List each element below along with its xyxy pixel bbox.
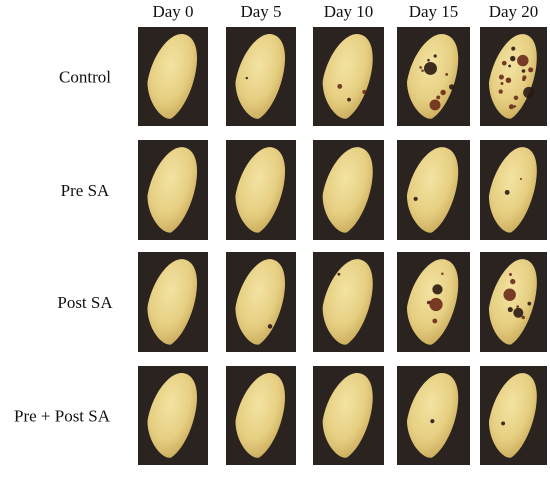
decay-spot <box>521 315 526 320</box>
mango <box>322 147 373 233</box>
row-label: Pre + Post SA <box>14 407 111 426</box>
decay-spot <box>507 306 513 313</box>
row-label: Control <box>59 68 111 87</box>
decay-spot <box>426 301 431 305</box>
mango <box>235 147 286 233</box>
mango <box>322 34 373 119</box>
photo <box>480 252 547 352</box>
row-label: Pre SA <box>61 181 110 200</box>
photo <box>397 140 470 240</box>
decay-spot <box>440 89 446 96</box>
photo <box>226 140 296 240</box>
decay-spot <box>267 324 273 329</box>
decay-spot <box>429 99 441 111</box>
decay-spot <box>441 272 444 276</box>
row-label: Post SA <box>57 293 113 312</box>
decay-spot <box>421 69 424 72</box>
mango <box>406 147 459 233</box>
decay-spot <box>516 305 519 308</box>
decay-spot <box>521 69 526 73</box>
photo <box>480 140 547 240</box>
decay-spot <box>527 301 532 306</box>
decay-spot <box>337 83 343 89</box>
decay-spot <box>503 288 516 301</box>
photo <box>313 27 384 126</box>
decay-spot <box>509 272 512 276</box>
mango <box>147 34 198 119</box>
decay-spot <box>362 89 367 95</box>
mango <box>147 373 198 458</box>
photo <box>397 27 470 126</box>
mango <box>406 373 459 458</box>
decay-spot <box>513 95 519 101</box>
mango <box>235 373 286 458</box>
decay-spot <box>427 58 430 62</box>
decay-spot <box>501 421 506 426</box>
mango <box>406 34 459 119</box>
photo <box>480 27 547 126</box>
column-header: Day 10 <box>324 2 374 21</box>
photo <box>226 27 296 126</box>
photo <box>226 252 296 352</box>
decay-spot <box>513 307 524 318</box>
mango <box>147 259 198 345</box>
photo <box>313 140 384 240</box>
decay-spot <box>245 76 248 80</box>
photo <box>138 27 208 126</box>
decay-spot <box>436 95 441 100</box>
decay-spot <box>508 104 515 110</box>
decay-spot <box>504 189 510 195</box>
photo <box>138 366 208 465</box>
decay-spot <box>337 272 341 276</box>
column-header: Day 15 <box>409 2 459 21</box>
decay-spot <box>508 64 512 68</box>
column-header: Day 0 <box>152 2 193 21</box>
decay-spot <box>433 54 437 58</box>
decay-spot <box>500 82 504 86</box>
photo <box>313 252 384 352</box>
photo <box>138 252 208 352</box>
decay-spot <box>423 61 437 75</box>
mango <box>322 259 373 345</box>
photo <box>480 366 547 465</box>
decay-spot <box>511 46 516 51</box>
column-header: Day 20 <box>489 2 539 21</box>
decay-spot <box>523 86 535 99</box>
decay-spot <box>432 318 438 324</box>
decay-spot <box>413 196 418 201</box>
mango <box>488 373 537 458</box>
decay-spot <box>347 97 351 102</box>
mango <box>488 147 537 233</box>
decay-spot <box>522 75 527 80</box>
decay-spot <box>445 72 449 76</box>
decay-spot <box>510 278 516 285</box>
decay-spot <box>498 74 504 80</box>
decay-spot <box>505 77 512 84</box>
decay-spot <box>510 55 516 62</box>
photo <box>397 252 470 352</box>
decay-spot <box>517 54 529 67</box>
photo <box>138 140 208 240</box>
decay-spot <box>519 177 522 181</box>
photo <box>397 366 470 465</box>
decay-spot <box>498 89 503 94</box>
mango <box>322 373 373 458</box>
mango <box>147 147 198 233</box>
decay-spot <box>513 105 517 108</box>
decay-spot <box>449 84 455 90</box>
decay-spot <box>501 60 507 66</box>
decay-spot <box>419 66 422 69</box>
column-header: Day 5 <box>240 2 281 21</box>
decay-spot <box>432 284 443 295</box>
photo <box>226 366 296 465</box>
decay-spot <box>429 297 443 312</box>
decay-spot <box>528 67 534 73</box>
mango <box>235 34 286 119</box>
photo <box>313 366 384 465</box>
mango <box>235 259 286 345</box>
decay-spot <box>430 419 435 424</box>
mango <box>488 259 537 345</box>
